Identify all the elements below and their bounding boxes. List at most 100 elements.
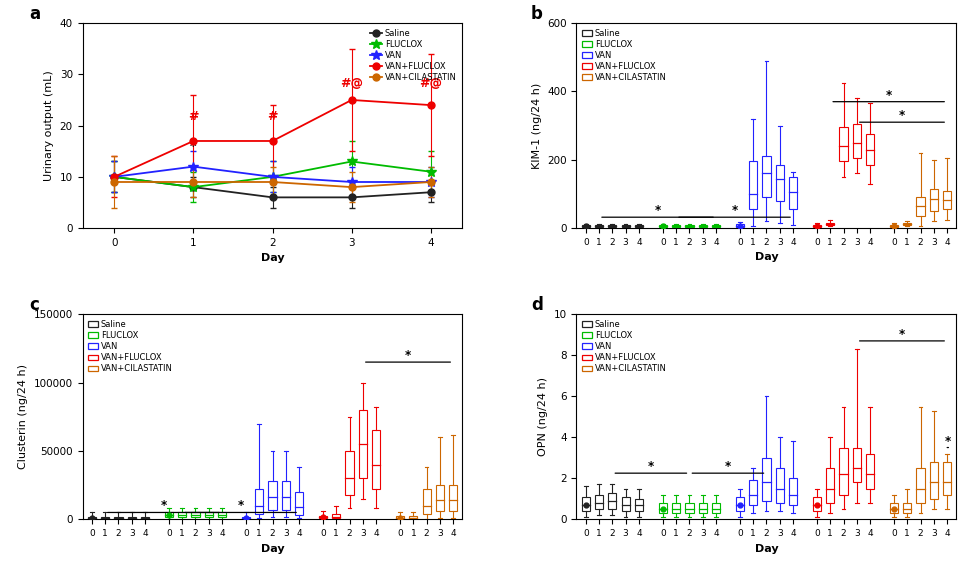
Text: d: d xyxy=(531,296,543,314)
Bar xyxy=(943,191,952,209)
Bar xyxy=(409,516,418,519)
Bar xyxy=(762,156,771,197)
Bar xyxy=(621,225,630,227)
Bar xyxy=(608,225,617,227)
Text: *: * xyxy=(405,349,411,362)
Bar xyxy=(698,503,707,513)
Bar xyxy=(449,485,457,511)
Bar xyxy=(736,497,744,511)
Bar xyxy=(582,497,590,511)
Text: #@: #@ xyxy=(419,77,443,90)
Bar xyxy=(205,512,213,517)
Bar xyxy=(141,517,150,519)
Bar xyxy=(813,224,821,227)
Y-axis label: Urinary output (mL): Urinary output (mL) xyxy=(44,70,54,181)
Bar xyxy=(853,124,861,158)
Bar xyxy=(826,223,834,226)
Text: *: * xyxy=(160,500,167,512)
Bar xyxy=(903,503,912,513)
Bar xyxy=(712,225,720,227)
Bar xyxy=(698,225,707,227)
Bar xyxy=(813,497,821,511)
Legend: Saline, FLUCLOX, VAN, VAN+FLUCLOX, VAN+CILASTATIN: Saline, FLUCLOX, VAN, VAN+FLUCLOX, VAN+C… xyxy=(581,319,668,375)
Text: #: # xyxy=(188,110,199,123)
Bar xyxy=(776,165,784,201)
Text: *: * xyxy=(899,328,905,341)
Bar xyxy=(917,468,924,503)
Bar xyxy=(826,468,834,503)
Bar xyxy=(839,448,848,494)
Bar xyxy=(889,503,898,513)
Text: b: b xyxy=(531,5,543,23)
Bar xyxy=(866,134,874,165)
Bar xyxy=(658,503,667,513)
Bar xyxy=(318,516,327,518)
Legend: Saline, FLUCLOX, VAN, VAN+FLUCLOX, VAN+CILASTATIN: Saline, FLUCLOX, VAN, VAN+FLUCLOX, VAN+C… xyxy=(368,27,458,84)
Bar xyxy=(396,516,404,519)
Text: *: * xyxy=(731,204,738,217)
Text: *: * xyxy=(899,109,905,122)
Bar xyxy=(788,177,797,209)
Text: *: * xyxy=(648,460,654,473)
Text: a: a xyxy=(29,5,41,23)
Legend: Saline, FLUCLOX, VAN, VAN+FLUCLOX, VAN+CILASTATIN: Saline, FLUCLOX, VAN, VAN+FLUCLOX, VAN+C… xyxy=(86,319,175,375)
Bar xyxy=(712,503,720,513)
Text: *: * xyxy=(238,500,244,512)
Bar xyxy=(889,224,898,227)
Bar xyxy=(903,223,912,226)
Text: c: c xyxy=(29,296,39,314)
Bar xyxy=(115,517,122,519)
Bar xyxy=(255,489,263,514)
Bar xyxy=(749,480,757,505)
Bar xyxy=(282,481,290,509)
Bar xyxy=(635,499,643,511)
Legend: Saline, FLUCLOX, VAN, VAN+FLUCLOX, VAN+CILASTATIN: Saline, FLUCLOX, VAN, VAN+FLUCLOX, VAN+C… xyxy=(581,27,668,84)
Text: *: * xyxy=(886,89,891,102)
Y-axis label: Clusterin (ng/24 h): Clusterin (ng/24 h) xyxy=(18,364,28,469)
Bar xyxy=(672,503,681,513)
Bar xyxy=(608,493,617,509)
Bar xyxy=(672,225,681,227)
Bar xyxy=(422,489,431,514)
Bar xyxy=(621,497,630,511)
Bar xyxy=(295,492,303,515)
Bar xyxy=(788,478,797,505)
Bar xyxy=(853,448,861,482)
Bar xyxy=(218,512,226,517)
Y-axis label: KIM-1 (ng/24 h): KIM-1 (ng/24 h) xyxy=(531,83,542,168)
Bar xyxy=(749,162,757,209)
Bar xyxy=(658,225,667,227)
Y-axis label: OPN (ng/24 h): OPN (ng/24 h) xyxy=(538,377,548,456)
Bar xyxy=(268,481,277,509)
Text: *: * xyxy=(190,140,196,153)
X-axis label: Day: Day xyxy=(754,544,779,553)
Bar xyxy=(929,462,938,499)
Bar xyxy=(776,468,784,503)
Text: #@: #@ xyxy=(340,77,363,90)
Bar xyxy=(87,517,96,519)
Bar xyxy=(332,514,341,518)
Bar xyxy=(635,225,643,227)
Bar xyxy=(595,494,603,509)
Bar xyxy=(595,225,603,227)
Bar xyxy=(929,189,938,211)
Text: #: # xyxy=(267,110,278,123)
Bar xyxy=(762,458,771,501)
Bar xyxy=(436,485,444,511)
Bar xyxy=(943,462,952,494)
Bar xyxy=(736,224,744,227)
Bar xyxy=(582,225,590,227)
Bar xyxy=(127,517,136,519)
Text: *: * xyxy=(724,460,731,473)
Bar xyxy=(191,512,200,517)
Bar xyxy=(686,225,693,227)
Text: *: * xyxy=(654,204,660,217)
X-axis label: Day: Day xyxy=(260,253,285,264)
X-axis label: Day: Day xyxy=(260,544,285,553)
X-axis label: Day: Day xyxy=(754,252,779,263)
Bar xyxy=(178,512,186,517)
Text: *: * xyxy=(945,434,951,448)
Bar xyxy=(358,410,367,478)
Bar xyxy=(839,128,848,162)
Bar xyxy=(346,451,353,494)
